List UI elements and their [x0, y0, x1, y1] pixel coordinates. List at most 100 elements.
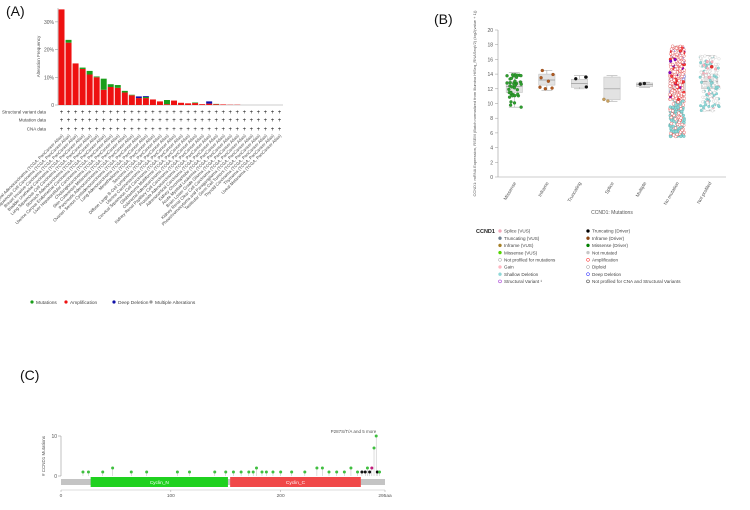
data-point [682, 121, 686, 125]
bar-amplification [93, 77, 100, 105]
data-point [673, 117, 677, 121]
profiled-marker: + [221, 127, 225, 133]
data-point [714, 75, 718, 79]
data-point [509, 76, 514, 80]
profiled-marker: + [200, 127, 204, 133]
data-point [676, 105, 680, 109]
data-point [708, 75, 711, 79]
data-point [516, 92, 520, 96]
lollipop-head [370, 466, 374, 470]
legend-swatch-b [586, 243, 590, 248]
data-point [715, 97, 719, 101]
data-point [703, 54, 707, 58]
lollipop-head [374, 434, 378, 438]
data-point [638, 82, 642, 86]
data-point [671, 109, 675, 113]
data-point [678, 102, 683, 106]
data-point [681, 99, 685, 103]
data-point [669, 131, 673, 136]
data-point [679, 92, 684, 96]
bar-amplification [149, 99, 156, 105]
data-point [714, 67, 718, 71]
lollipop-head [224, 470, 228, 474]
profiled-marker: + [95, 118, 99, 124]
data-point [702, 63, 706, 67]
profiled-marker: + [257, 127, 261, 133]
bar-amplification [65, 42, 72, 105]
data-point [669, 59, 673, 63]
profiled-marker: + [207, 127, 211, 133]
data-point [703, 96, 707, 99]
bar-amplification [171, 100, 178, 105]
data-point [706, 86, 710, 90]
profiled-marker: + [250, 110, 254, 116]
data-point [515, 88, 520, 92]
profiled-marker: + [81, 110, 85, 116]
bar-amplification [192, 103, 199, 105]
bar-mutation [121, 90, 128, 93]
bar-amplification [114, 87, 121, 105]
profiled-marker: + [60, 110, 64, 116]
data-point [704, 103, 708, 107]
profiled-marker: + [74, 118, 78, 124]
legend-label-b: Missense (Driver) [592, 243, 628, 248]
data-point [708, 56, 712, 60]
legend-label-b: Deep Deletion [592, 272, 622, 277]
row-label-a: CNA data [27, 127, 47, 132]
y-tick-label-b: 2 [490, 160, 493, 166]
profiled-marker: + [158, 127, 162, 133]
data-point [711, 109, 714, 113]
profiled-marker: + [193, 127, 197, 133]
legend-swatch-b [498, 272, 502, 276]
data-point [540, 68, 544, 73]
data-point [710, 60, 714, 64]
profiled-marker: + [179, 118, 183, 124]
lollipop-head [101, 470, 105, 474]
x-tick-label-c: 295aa [378, 493, 392, 499]
y-tick-label-b: 6 [490, 131, 493, 137]
data-point [519, 105, 523, 109]
y-tick-label-b: 4 [490, 146, 493, 152]
data-point [671, 62, 675, 66]
data-point [682, 134, 686, 138]
legend-label-b: Inframe (VUS) [504, 243, 534, 248]
data-point [675, 52, 679, 56]
y-tick-label-c: 10 [51, 434, 57, 440]
lollipop-head [303, 470, 307, 474]
data-point [679, 56, 683, 60]
legend-swatch-b [586, 265, 590, 269]
profiled-marker: + [151, 118, 155, 124]
data-point [642, 81, 647, 86]
data-point [679, 116, 683, 120]
data-point [678, 83, 682, 87]
profiled-marker: + [88, 110, 92, 116]
row-label-a: Structural variant data [2, 110, 47, 115]
data-point [680, 122, 684, 127]
profiled-marker: + [214, 110, 218, 116]
profiled-marker: + [207, 110, 211, 116]
data-point [668, 134, 673, 139]
lollipop-head [349, 466, 353, 470]
legend-swatch-b [498, 250, 502, 255]
data-point [709, 64, 714, 69]
row-label-a: Mutation data [19, 118, 47, 123]
bar-mutation [93, 76, 100, 78]
lollipop-head [213, 470, 217, 474]
bar-amplification [121, 92, 128, 105]
data-point [671, 51, 675, 55]
data-point [674, 81, 678, 85]
profiled-marker: + [116, 127, 120, 133]
x-tick-label-c: 200 [277, 493, 285, 499]
lollipop-head [368, 470, 372, 474]
legend-swatch-b [498, 243, 502, 248]
profiled-marker: + [186, 110, 190, 116]
profiled-marker: + [137, 118, 141, 124]
profiled-marker: + [200, 110, 204, 116]
data-point [701, 105, 705, 109]
data-point [550, 86, 554, 90]
lollipop-head [251, 470, 255, 474]
data-point [512, 83, 517, 87]
box [538, 73, 556, 86]
profiled-marker: + [144, 118, 148, 124]
